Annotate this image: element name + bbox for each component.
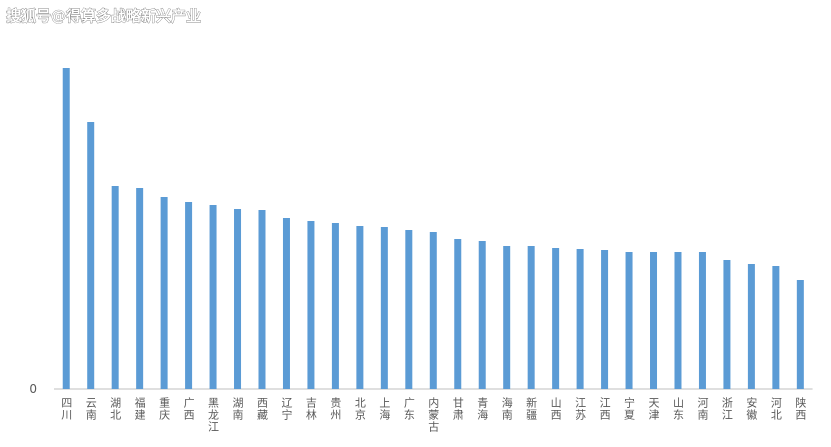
bar (576, 249, 584, 389)
bar (62, 68, 70, 389)
bar (307, 221, 315, 389)
bar (160, 197, 168, 389)
bar (650, 252, 658, 389)
bar (356, 226, 364, 389)
x-tick-label: 河北 (769, 397, 782, 421)
bar (405, 230, 413, 389)
x-tick-label: 福建 (133, 396, 146, 421)
bar (772, 266, 780, 389)
x-tick-label: 新疆 (525, 396, 538, 421)
x-tick-label: 山东 (671, 397, 684, 421)
bar (282, 218, 290, 389)
x-tick-label: 吉林 (304, 397, 317, 421)
x-tick-label: 安徽 (745, 396, 758, 421)
x-tick-label: 青海 (476, 397, 489, 421)
x-tick-label: 北京 (353, 397, 366, 421)
x-tick-label: 海南 (500, 396, 513, 421)
x-tick-label: 重庆 (158, 396, 171, 421)
x-tick-label: 江苏 (574, 397, 587, 421)
x-tick-label: 内蒙古 (427, 396, 440, 433)
bar (185, 202, 193, 389)
bar (258, 210, 266, 389)
x-tick-label: 天津 (647, 397, 660, 421)
bar (234, 209, 242, 389)
x-tick-label: 陕西 (794, 396, 807, 421)
bar (136, 188, 144, 389)
bar (454, 239, 462, 389)
bar (209, 205, 217, 389)
bar (527, 246, 535, 389)
x-tick-label: 贵州 (329, 397, 342, 421)
bar (796, 280, 804, 389)
bar (698, 252, 706, 389)
watermark: 搜狐号@得算多战略新兴产业 (6, 7, 201, 25)
bar (601, 250, 609, 389)
bar (478, 241, 486, 389)
x-tick-label: 云南 (84, 397, 97, 421)
y-tick-label: 0 (29, 382, 37, 396)
bar (723, 260, 731, 389)
x-tick-label: 河南 (696, 397, 709, 421)
x-tick-label: 广东 (402, 397, 415, 421)
bar (503, 246, 511, 389)
bar (747, 264, 755, 389)
x-tick-label: 辽宁 (280, 397, 293, 421)
bar (111, 186, 119, 389)
x-tick-label: 西藏 (255, 397, 268, 421)
x-tick-label: 湖南 (231, 397, 244, 421)
x-tick-label: 江西 (598, 397, 611, 421)
bar (429, 232, 437, 389)
x-tick-label: 宁夏 (623, 396, 636, 421)
x-tick-label: 黑龙江 (207, 397, 220, 433)
x-tick-label: 浙江 (720, 397, 733, 421)
bar (87, 122, 95, 389)
x-tick-label: 上海 (378, 397, 391, 421)
bar (331, 223, 339, 389)
bar (552, 248, 560, 389)
bar (380, 227, 388, 389)
x-tick-label: 四川 (60, 397, 73, 421)
x-tick-label: 广西 (182, 397, 195, 421)
bar (674, 252, 682, 389)
x-tick-label: 山西 (549, 397, 562, 421)
x-tick-label: 甘肃 (451, 397, 464, 421)
bar (625, 252, 633, 389)
x-tick-label: 湖北 (109, 397, 122, 421)
